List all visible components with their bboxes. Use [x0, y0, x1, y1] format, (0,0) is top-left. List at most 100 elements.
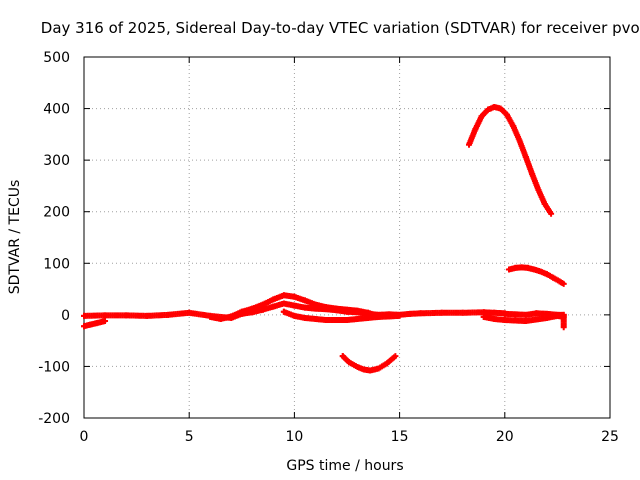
- data-point-mid-arc: [560, 280, 567, 287]
- data-point-baseline-b: [312, 301, 319, 308]
- data-point-baseline-a: [259, 306, 266, 313]
- data-point-baseline-a: [102, 312, 109, 319]
- data-point-late-low: [480, 313, 487, 320]
- x-tick-label: 0: [80, 429, 89, 445]
- data-point-baseline-b: [217, 315, 224, 322]
- data-point-baseline-a: [144, 312, 151, 319]
- data-point-baseline-c: [333, 317, 340, 324]
- y-tick-label: 500: [43, 50, 70, 66]
- data-point-late-low: [491, 315, 498, 322]
- data-point-dip-arc: [375, 365, 382, 372]
- data-point-dip-arc: [392, 353, 399, 360]
- y-tick-label: -200: [38, 411, 70, 427]
- data-point-baseline-a: [491, 309, 498, 316]
- data-point-high-arc: [466, 141, 473, 148]
- plot-frame: [83, 56, 611, 419]
- data-point-baseline-a: [459, 309, 466, 316]
- x-tick-label: 25: [601, 429, 619, 445]
- data-point-baseline-b: [322, 304, 329, 311]
- data-point-baseline-b: [333, 305, 340, 312]
- data-point-dip-arc: [367, 367, 374, 374]
- data-point-baseline-a: [417, 310, 424, 317]
- data-point-baseline-c: [365, 314, 372, 321]
- data-point-high-arc: [491, 104, 498, 111]
- data-points: [81, 104, 567, 374]
- y-tick-label: 100: [43, 256, 70, 272]
- data-point-mid-arc: [537, 268, 544, 275]
- data-point-high-arc: [541, 200, 548, 207]
- data-point-mid-arc: [531, 266, 538, 273]
- data-point-mid-arc: [512, 264, 519, 271]
- data-point-dip-arc: [339, 353, 346, 360]
- data-point-baseline-b: [301, 297, 308, 304]
- data-point-late-flat: [522, 311, 529, 318]
- data-point-baseline-a: [123, 312, 130, 319]
- y-tick-label: -100: [38, 359, 70, 375]
- x-tick-label: 15: [391, 429, 409, 445]
- data-point-baseline-a: [270, 303, 277, 310]
- data-point-baseline-a: [291, 302, 298, 309]
- data-point-baseline-c: [291, 312, 298, 319]
- data-point-late-low: [522, 318, 529, 325]
- data-point-baseline-c: [322, 317, 329, 324]
- data-point-baseline-c: [301, 314, 308, 321]
- data-point-early-arc: [93, 320, 100, 327]
- data-point-baseline-c: [375, 313, 382, 320]
- data-point-baseline-b: [365, 309, 372, 316]
- data-point-baseline-a: [81, 312, 87, 319]
- grid: [84, 57, 610, 418]
- data-point-high-arc: [472, 126, 479, 133]
- data-point-late-flat: [560, 311, 567, 318]
- chart-title: Day 316 of 2025, Sidereal Day-to-day VTE…: [41, 19, 640, 37]
- data-point-baseline-a: [165, 311, 172, 318]
- data-point-high-arc: [548, 210, 555, 217]
- x-tick-label: 20: [496, 429, 514, 445]
- data-point-baseline-b: [270, 296, 277, 303]
- data-point-late-flat: [533, 310, 540, 317]
- data-point-dip-arc: [346, 359, 353, 366]
- data-point-baseline-c: [344, 317, 350, 324]
- data-point-baseline-c: [312, 315, 319, 322]
- data-point-late-flat: [554, 311, 561, 318]
- data-point-early-arc: [102, 318, 109, 325]
- data-point-baseline-b: [228, 313, 235, 320]
- data-point-late-flat: [512, 311, 519, 318]
- data-point-baseline-b: [280, 292, 287, 299]
- data-point-baseline-a: [438, 309, 445, 316]
- data-point-late-low: [501, 317, 508, 324]
- data-point-mid-arc: [524, 264, 531, 271]
- data-point-early-arc: [87, 321, 94, 328]
- data-point-late-flat: [560, 324, 567, 331]
- data-point-late-flat: [501, 310, 508, 317]
- data-point-high-arc: [516, 137, 523, 144]
- data-point-mid-arc: [556, 278, 563, 285]
- data-point-mid-arc: [550, 274, 557, 281]
- data-point-late-flat: [543, 310, 550, 317]
- data-point-high-arc: [510, 123, 517, 130]
- data-point-high-arc: [535, 187, 542, 194]
- data-point-late-low: [512, 317, 519, 324]
- data-point-mid-arc: [506, 266, 513, 273]
- data-point-baseline-c: [354, 315, 361, 322]
- data-point-baseline-b: [249, 305, 256, 312]
- data-point-baseline-a: [186, 309, 193, 316]
- data-point-baseline-b: [238, 308, 245, 315]
- y-axis-label: SDTVAR / TECUs: [7, 180, 23, 295]
- data-point-baseline-b: [291, 293, 298, 300]
- data-point-baseline-b: [354, 307, 361, 314]
- data-point-mid-arc: [518, 264, 525, 271]
- data-point-high-arc: [478, 113, 485, 120]
- data-point-baseline-b: [207, 313, 214, 320]
- data-point-mid-arc: [543, 271, 550, 278]
- data-point-high-arc: [529, 171, 536, 178]
- y-tick-label: 300: [43, 153, 70, 169]
- y-tick-label: 0: [61, 308, 70, 324]
- y-tick-label: 400: [43, 102, 70, 118]
- data-point-dip-arc: [354, 363, 361, 370]
- data-point-baseline-c: [396, 312, 403, 319]
- data-point-high-arc: [522, 154, 529, 161]
- x-axis-label: GPS time / hours: [286, 458, 403, 474]
- data-point-high-arc: [503, 111, 510, 118]
- x-tick-label: 10: [285, 429, 303, 445]
